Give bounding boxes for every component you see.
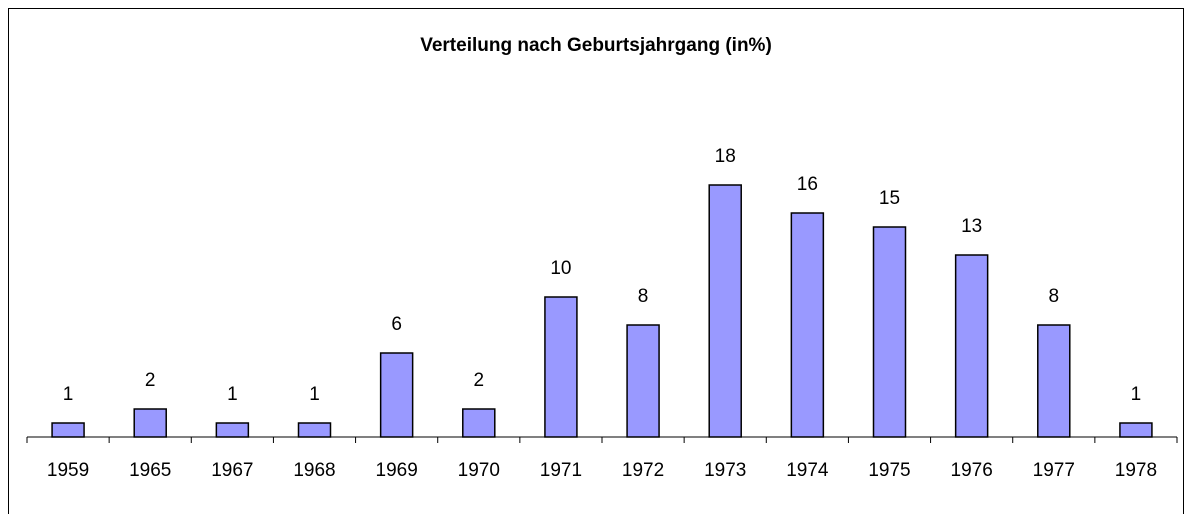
x-tick-label: 1978: [1115, 460, 1157, 481]
data-label: 1: [227, 384, 238, 405]
bar: [133, 408, 167, 438]
x-tick-label: 1971: [540, 460, 582, 481]
data-label: 18: [715, 146, 736, 167]
x-tick-label: 1968: [293, 460, 335, 481]
bar: [297, 422, 332, 438]
data-label: 2: [145, 370, 156, 391]
x-tick-label: 1973: [704, 460, 746, 481]
x-tick-label: 1972: [622, 460, 664, 481]
data-label: 2: [473, 370, 484, 391]
bar: [1119, 422, 1153, 438]
data-label: 1: [1131, 384, 1142, 405]
x-tick-label: 1969: [376, 460, 418, 481]
data-label: 13: [961, 216, 982, 237]
x-tick-label: 1975: [868, 460, 910, 481]
chart-frame: [8, 8, 1184, 514]
bar: [379, 352, 414, 438]
data-label: 8: [1048, 286, 1059, 307]
bar: [872, 226, 907, 438]
x-tick-label: 1977: [1033, 460, 1075, 481]
bar: [544, 296, 578, 438]
data-label: 6: [391, 314, 402, 335]
bar: [1037, 324, 1071, 438]
bar: [708, 184, 742, 438]
data-label: 8: [638, 286, 649, 307]
bar: [790, 212, 825, 438]
data-label: 16: [797, 174, 818, 195]
x-tick-label: 1974: [786, 460, 829, 481]
x-tick-label: 1965: [129, 460, 171, 481]
bar: [954, 254, 989, 438]
bar: [215, 422, 250, 438]
data-label: 1: [63, 384, 74, 405]
data-label: 1: [309, 384, 320, 405]
x-tick-label: 1967: [211, 460, 253, 481]
x-tick-label: 1970: [458, 460, 500, 481]
x-tick-label: 1959: [47, 460, 89, 481]
data-label: 10: [550, 258, 571, 279]
data-label: 15: [879, 188, 900, 209]
bar: [462, 408, 496, 438]
chart-title: Verteilung nach Geburtsjahrgang (in%): [420, 35, 772, 56]
x-tick-label: 1976: [951, 460, 993, 481]
bar: [51, 422, 85, 438]
bar: [626, 324, 660, 438]
